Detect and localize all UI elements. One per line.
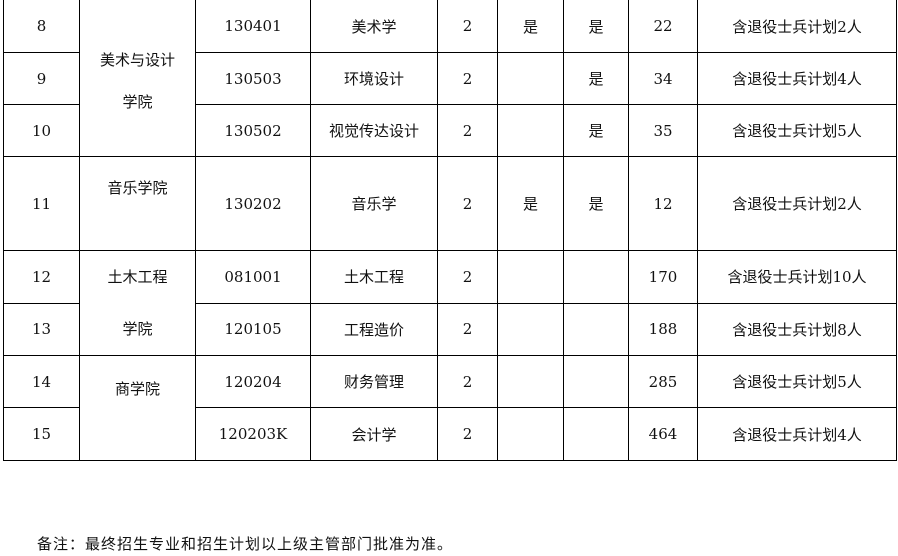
table-row: 11 音乐学院 130202 音乐学 2 是是 12 含退役士兵计划2人 <box>3 156 897 251</box>
cell-major: 视觉传达设计 <box>310 104 438 157</box>
cell-c2 <box>563 355 629 408</box>
cell-years: 2 <box>437 407 498 461</box>
cell-years: 2 <box>437 355 498 408</box>
cell-c1 <box>497 250 564 304</box>
table-row: 9 130503 环境设计 2 是 34 含退役士兵计划4人 <box>3 52 897 105</box>
college-name-line: 学院 <box>122 320 153 338</box>
cell-c2: 是 <box>563 0 629 53</box>
cell-remark: 含退役士兵计划2人 <box>697 156 897 251</box>
row-number: 10 <box>3 104 80 157</box>
cell-c1 <box>497 407 564 461</box>
cell-major: 会计学 <box>310 407 438 461</box>
cell-remark: 含退役士兵计划5人 <box>697 104 897 157</box>
cell-code: 120204 <box>195 355 311 408</box>
cell-major: 土木工程 <box>310 250 438 304</box>
cell-count: 22 <box>628 0 698 53</box>
cell-c1: 是 <box>497 0 564 53</box>
table-row: 12 土木工程 学院 081001 土木工程 2 170 含退役士兵计划10人 <box>3 250 897 356</box>
table-row: 14 商学院 120204 财务管理 2 285 含退役士兵计划5人 <box>3 355 897 461</box>
row-number: 13 <box>3 302 80 356</box>
cell-remark: 含退役士兵计划4人 <box>697 52 897 105</box>
cell-c2 <box>563 407 629 461</box>
cell-remark: 含退役士兵计划10人 <box>697 250 897 304</box>
cell-c1 <box>497 302 564 356</box>
cell-count: 464 <box>628 407 698 461</box>
cell-remark: 含退役士兵计划4人 <box>697 407 897 461</box>
cell-code: 130503 <box>195 52 311 105</box>
college-name-line: 土木工程 <box>107 268 168 286</box>
row-number: 15 <box>3 407 80 461</box>
cell-code: 081001 <box>195 250 311 304</box>
cell-years: 2 <box>437 0 498 53</box>
table-row: 8 美术与设计 学院 130401 美术学 2 是是 22 含退役士兵计划2人 <box>3 0 897 157</box>
college-name-line: 音乐学院 <box>107 179 168 197</box>
cell-c1 <box>497 52 564 105</box>
college-music: 音乐学院 <box>79 156 196 251</box>
cell-major: 环境设计 <box>310 52 438 105</box>
cell-remark: 含退役士兵计划5人 <box>697 355 897 408</box>
college-art-design: 美术与设计 学院 <box>79 0 196 157</box>
cell-count: 35 <box>628 104 698 157</box>
enrollment-table: 8 美术与设计 学院 130401 美术学 2 是是 22 含退役士兵计划2人 9 130503 环境… <box>3 0 897 461</box>
cell-c2: 是 <box>563 52 629 105</box>
cell-years: 2 <box>437 52 498 105</box>
cell-years: 2 <box>437 250 498 304</box>
cell-count: 34 <box>628 52 698 105</box>
cell-major: 财务管理 <box>310 355 438 408</box>
footnote: 备注：最终招生专业和招生计划以上级主管部门批准为准。 <box>37 535 454 553</box>
cell-years: 2 <box>437 302 498 356</box>
cell-remark: 含退役士兵计划2人 <box>697 0 897 53</box>
cell-major: 美术学 <box>310 0 438 53</box>
cell-major: 音乐学 <box>310 156 438 251</box>
college-name-line: 商学院 <box>114 380 160 398</box>
cell-c1: 是 <box>497 156 564 251</box>
cell-remark: 含退役士兵计划8人 <box>697 302 897 356</box>
cell-years: 2 <box>437 156 498 251</box>
row-number: 9 <box>3 52 80 105</box>
row-number: 12 <box>3 250 80 304</box>
cell-c2: 是 <box>563 156 629 251</box>
cell-major: 工程造价 <box>310 302 438 356</box>
cell-code: 120203K <box>195 407 311 461</box>
cell-count: 188 <box>628 302 698 356</box>
table-row: 15 120203K 会计学 2 464 含退役士兵计划4人 <box>3 407 897 461</box>
cell-c2 <box>563 250 629 304</box>
cell-code: 130502 <box>195 104 311 157</box>
college-business: 商学院 <box>79 355 196 461</box>
cell-code: 120105 <box>195 302 311 356</box>
row-number: 14 <box>3 355 80 408</box>
cell-c1 <box>497 104 564 157</box>
table-row: 13 120105 工程造价 2 188 含退役士兵计划8人 <box>3 302 897 356</box>
cell-c2: 是 <box>563 104 629 157</box>
cell-count: 285 <box>628 355 698 408</box>
row-number: 11 <box>3 156 80 251</box>
cell-code: 130202 <box>195 156 311 251</box>
cell-count: 12 <box>628 156 698 251</box>
college-name-line: 美术与设计 <box>99 51 175 69</box>
cell-count: 170 <box>628 250 698 304</box>
college-civil-engineering: 土木工程 学院 <box>79 250 196 356</box>
cell-years: 2 <box>437 104 498 157</box>
cell-code: 130401 <box>195 0 311 53</box>
cell-c2 <box>563 302 629 356</box>
college-name-line: 学院 <box>122 93 153 111</box>
cell-c1 <box>497 355 564 408</box>
row-number: 8 <box>3 0 80 53</box>
